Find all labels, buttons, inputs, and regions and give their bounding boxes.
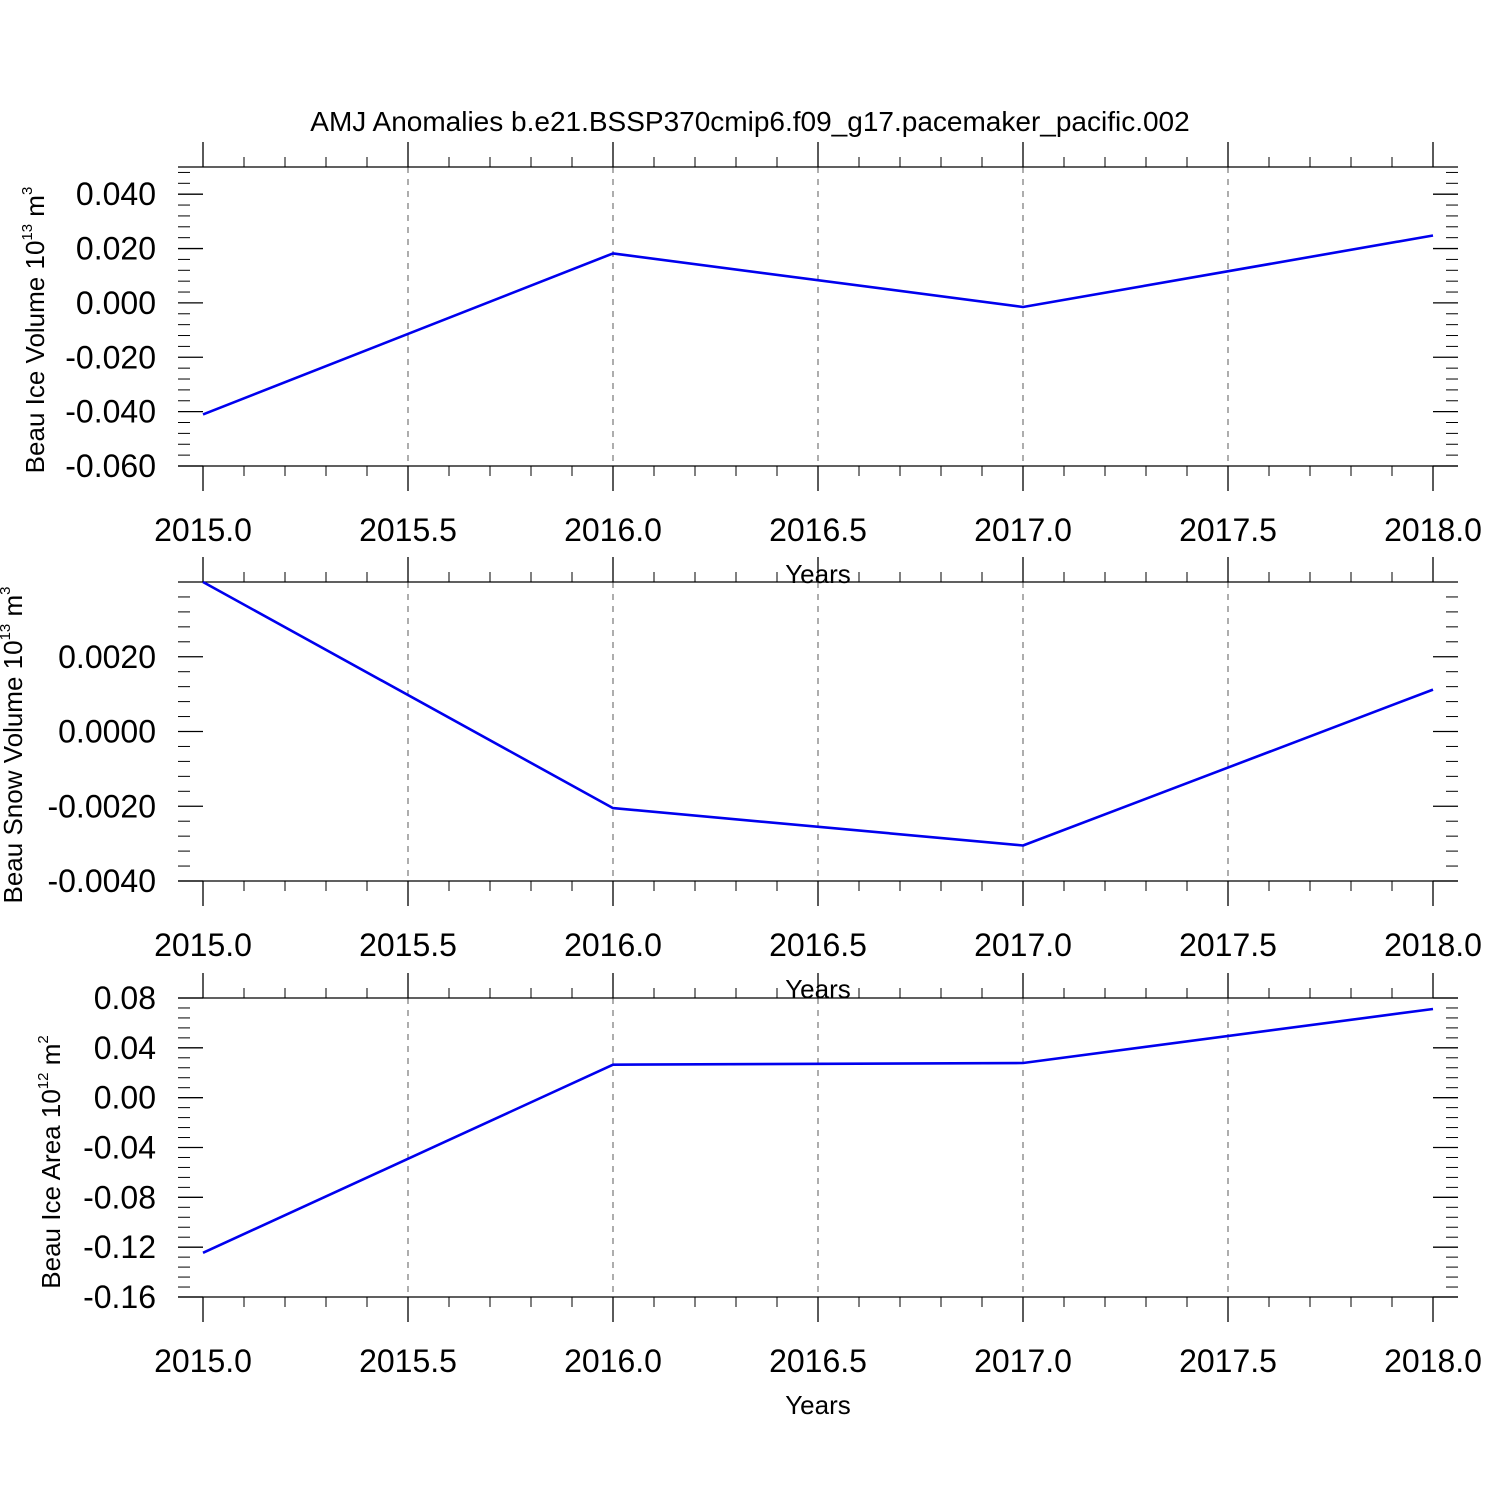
y-tick-label: 0.040 bbox=[76, 176, 156, 212]
y-tick-label: -0.0020 bbox=[47, 788, 156, 824]
x-tick-label: 2015.0 bbox=[154, 927, 252, 963]
y-tick-label: -0.020 bbox=[65, 339, 156, 375]
figure-title: AMJ Anomalies b.e21.BSSP370cmip6.f09_g17… bbox=[310, 106, 1189, 137]
y-axis-label: Beau Ice Area 1012 m2 bbox=[35, 1035, 66, 1288]
y-axis-label-unit-exp: 3 bbox=[0, 587, 14, 595]
series-line bbox=[202, 234, 1434, 416]
y-axis-label-text: Beau Ice Area 10 bbox=[36, 1089, 66, 1288]
x-tick-label: 2015.0 bbox=[154, 1343, 252, 1379]
x-tick-label: 2015.5 bbox=[359, 927, 457, 963]
x-tick-label: 2017.5 bbox=[1179, 927, 1277, 963]
x-tick-label: 2016.0 bbox=[564, 1343, 662, 1379]
y-axis-label-exp: 12 bbox=[35, 1073, 52, 1090]
series-line bbox=[202, 580, 1434, 847]
y-axis-label-exp: 13 bbox=[0, 624, 14, 641]
x-tick-label: 2018.0 bbox=[1384, 512, 1482, 548]
x-tick-label: 2016.0 bbox=[564, 512, 662, 548]
x-tick-label: 2017.0 bbox=[974, 927, 1072, 963]
y-tick-label: -0.16 bbox=[83, 1279, 156, 1315]
y-tick-label: -0.0040 bbox=[47, 863, 156, 899]
y-axis-label-text: Beau Snow Volume 10 bbox=[0, 640, 28, 903]
x-tick-label: 2018.0 bbox=[1384, 927, 1482, 963]
x-tick-label: 2015.0 bbox=[154, 512, 252, 548]
y-tick-label: 0.08 bbox=[94, 980, 156, 1016]
x-tick-label: 2016.5 bbox=[769, 1343, 867, 1379]
y-tick-label: 0.00 bbox=[94, 1080, 156, 1116]
x-tick-label: 2016.5 bbox=[769, 512, 867, 548]
x-tick-label: 2016.0 bbox=[564, 927, 662, 963]
x-tick-label: 2016.5 bbox=[769, 927, 867, 963]
y-axis-label-text: Beau Ice Volume 10 bbox=[20, 241, 50, 474]
panel-3: 2015.0 2015.5 2016.0 2016.5 2017.0 2017.5 2018… bbox=[35, 973, 1482, 1420]
x-tick-label: 2017.5 bbox=[1179, 1343, 1277, 1379]
y-axis-label-exp: 13 bbox=[19, 224, 36, 241]
x-tick-label: 2017.0 bbox=[974, 1343, 1072, 1379]
y-tick-label: 0.000 bbox=[76, 285, 156, 321]
y-tick-label: -0.060 bbox=[65, 448, 156, 484]
x-tick-label: 2018.0 bbox=[1384, 1343, 1482, 1379]
y-tick-label: -0.04 bbox=[83, 1130, 156, 1166]
x-axis-label: Years bbox=[785, 1390, 851, 1420]
x-tick-label: 2015.5 bbox=[359, 1343, 457, 1379]
panel-2: 2015.0 2015.5 2016.0 2016.5 2017.0 2017.5 2018… bbox=[0, 557, 1482, 1004]
y-axis-label-unit: m bbox=[0, 595, 28, 624]
y-tick-label: 0.0020 bbox=[58, 639, 156, 675]
y-axis-label-unit: m bbox=[36, 1044, 66, 1073]
y-tick-label: -0.040 bbox=[65, 394, 156, 430]
series-line bbox=[202, 1007, 1434, 1254]
y-axis-label-unit: m bbox=[20, 195, 50, 224]
x-tick-label: 2015.5 bbox=[359, 512, 457, 548]
y-axis-label: Beau Ice Volume 1013 m3 bbox=[19, 187, 50, 474]
y-axis-label-unit-exp: 2 bbox=[35, 1035, 52, 1043]
x-tick-label: 2017.5 bbox=[1179, 512, 1277, 548]
y-tick-label: 0.020 bbox=[76, 231, 156, 267]
x-tick-label: 2017.0 bbox=[974, 512, 1072, 548]
y-tick-label: -0.12 bbox=[83, 1229, 156, 1265]
panel-1: 2015.0 2015.5 2016.0 2016.5 2017.0 2017.5 2018… bbox=[19, 142, 1482, 589]
y-axis-label-unit-exp: 3 bbox=[19, 187, 36, 195]
y-axis-label: Beau Snow Volume 1013 m3 bbox=[0, 587, 28, 904]
y-tick-label: -0.08 bbox=[83, 1179, 156, 1215]
y-tick-label: 0.0000 bbox=[58, 714, 156, 750]
panels: 2015.0 2015.5 2016.0 2016.5 2017.0 2017.5 2018… bbox=[0, 142, 1482, 1420]
y-tick-label: 0.04 bbox=[94, 1030, 156, 1066]
